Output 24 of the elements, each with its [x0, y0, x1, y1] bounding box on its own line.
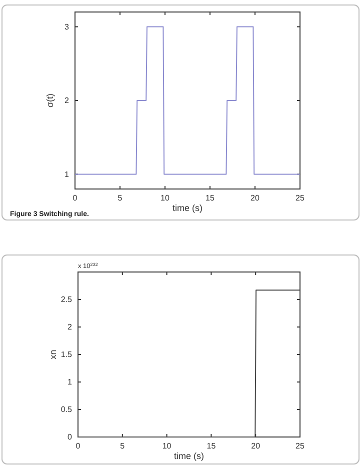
- y-tick-label: 1: [64, 170, 70, 179]
- x-tick-label: 5: [118, 194, 123, 203]
- y-tick-label: 2.5: [60, 295, 73, 304]
- x-axis-title: time (s): [174, 451, 204, 461]
- x-tick-label: 20: [250, 194, 260, 203]
- y-tick-label: 0: [68, 432, 73, 442]
- y-tick-label: 2: [68, 322, 73, 332]
- x-tick-label: 15: [206, 442, 216, 451]
- x-tick-label: 10: [160, 194, 170, 203]
- x-tick-label: 25: [296, 194, 305, 203]
- x-tick-label: 10: [162, 442, 172, 451]
- y-tick-label: 0.5: [60, 405, 73, 414]
- y-tick-label: 3: [64, 22, 70, 32]
- x-tick-label: 5: [120, 442, 126, 451]
- y-axis-title: σ(t): [45, 93, 55, 108]
- x-axis-title: time (s): [172, 203, 202, 213]
- x-tick-label: 15: [206, 194, 215, 203]
- x-tick-label: 20: [251, 442, 261, 451]
- y-tick-label: 1: [68, 378, 73, 387]
- y-tick-label: 2: [64, 96, 70, 106]
- x-tick-label: 25: [296, 442, 305, 451]
- y-axis-title: xn: [48, 350, 58, 360]
- x-tick-label: 0: [76, 442, 81, 451]
- y-tick-label: 1.5: [60, 350, 73, 360]
